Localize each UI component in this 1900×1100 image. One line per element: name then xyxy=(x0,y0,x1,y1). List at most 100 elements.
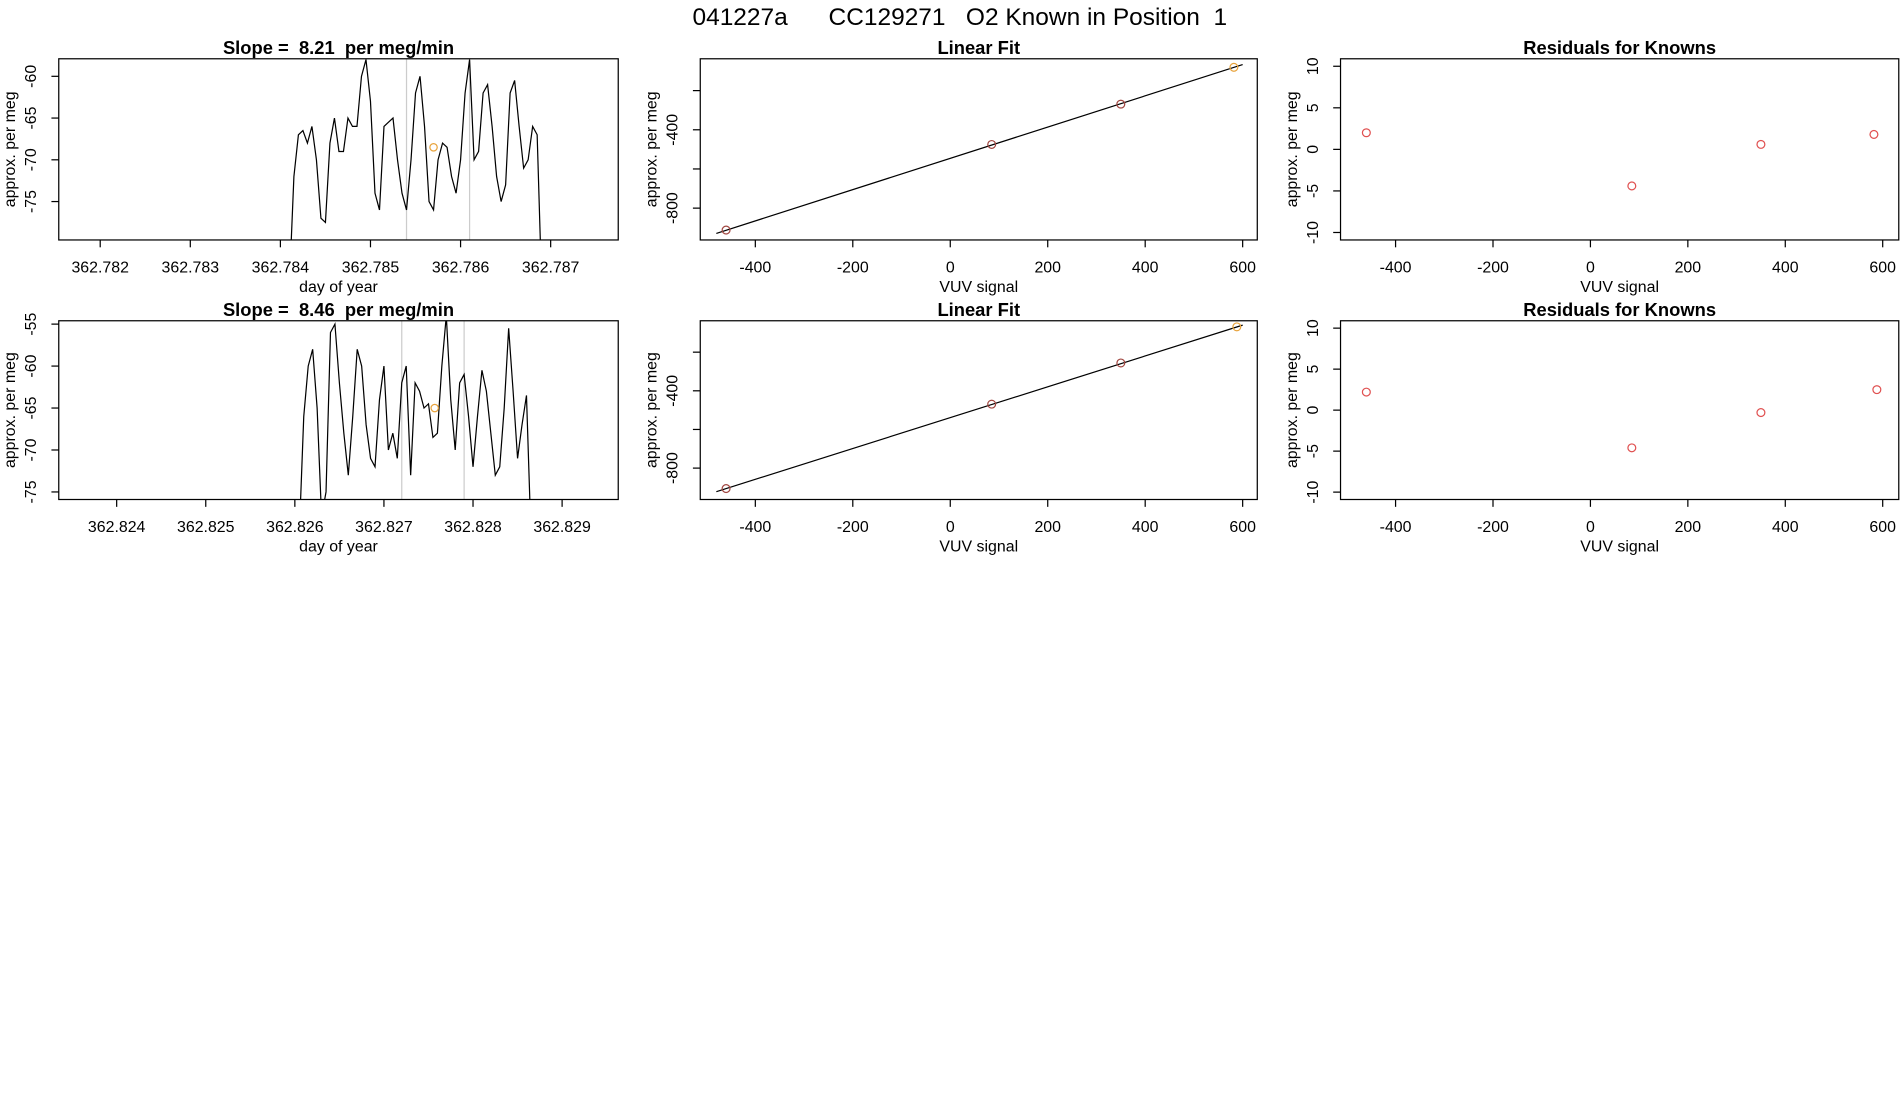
y-axis-label: approx. per meg xyxy=(644,352,661,468)
x-tick-label: -200 xyxy=(1477,519,1509,536)
x-tick-label: -400 xyxy=(1380,519,1412,536)
x-tick-label: 0 xyxy=(1586,259,1595,276)
y-tick-label: -10 xyxy=(1305,221,1322,244)
point xyxy=(1361,128,1371,138)
y-axis-label: approx. per meg xyxy=(2,91,19,207)
x-tick-label: 600 xyxy=(1229,519,1256,536)
x-tick-label: 362.828 xyxy=(444,519,502,536)
x-tick-label: 600 xyxy=(1869,519,1896,536)
plot-area xyxy=(290,58,541,240)
y-tick-label: 0 xyxy=(1305,145,1322,154)
y-axis-label: approx. per meg xyxy=(1284,91,1301,207)
x-tick-label: 200 xyxy=(1034,259,1061,276)
y-tick-label: -75 xyxy=(23,480,40,503)
x-tick-label: 362.824 xyxy=(88,519,146,536)
main-title: 041227a CC129271 O2 Known in Position 1 xyxy=(692,4,1227,31)
point xyxy=(1872,385,1882,395)
x-axis-label: VUV signal xyxy=(939,279,1018,296)
y-tick-label: -400 xyxy=(665,375,682,407)
plot-area xyxy=(716,63,1243,234)
plot-area xyxy=(716,324,1243,493)
point xyxy=(1361,387,1371,397)
x-tick-label: 400 xyxy=(1772,519,1799,536)
x-axis-label: day of year xyxy=(299,538,378,555)
x-tick-label: -200 xyxy=(837,259,869,276)
plot-area xyxy=(299,320,531,500)
panel-title: Linear Fit xyxy=(937,299,1020,320)
point xyxy=(721,484,731,494)
point xyxy=(987,399,997,409)
point xyxy=(1756,139,1766,149)
x-tick-label: 600 xyxy=(1869,259,1896,276)
x-tick-label: 362.827 xyxy=(355,519,413,536)
point xyxy=(987,139,997,150)
y-tick-label: 10 xyxy=(1305,319,1322,337)
x-axis-label: day of year xyxy=(299,279,378,296)
point xyxy=(1756,408,1766,418)
plot-frame xyxy=(1339,320,1900,501)
x-tick-label: 200 xyxy=(1675,519,1702,536)
point xyxy=(1229,62,1239,72)
data-line xyxy=(299,320,531,500)
point xyxy=(1116,99,1126,109)
y-tick-label: -70 xyxy=(23,438,40,461)
y-tick-label: -65 xyxy=(23,396,40,419)
x-tick-label: -400 xyxy=(739,259,771,276)
x-tick-label: 200 xyxy=(1675,259,1702,276)
y-tick-label: 10 xyxy=(1305,57,1322,75)
y-tick-label: -70 xyxy=(23,148,40,171)
x-axis-label: VUV signal xyxy=(1580,279,1659,296)
fit-line xyxy=(716,324,1243,493)
point xyxy=(1116,358,1126,368)
panel-title: Linear Fit xyxy=(937,37,1020,58)
y-tick-label: -65 xyxy=(23,106,40,129)
x-tick-label: 362.783 xyxy=(162,259,220,276)
x-tick-label: 400 xyxy=(1772,259,1799,276)
y-tick-label: -60 xyxy=(23,354,40,377)
panel-title: Slope = 8.21 per meg/min xyxy=(223,37,454,58)
x-tick-label: 362.787 xyxy=(522,259,580,276)
y-tick-label: -60 xyxy=(23,65,40,88)
x-axis-label: VUV signal xyxy=(1580,538,1659,555)
x-tick-label: 0 xyxy=(1586,519,1595,536)
x-tick-label: 0 xyxy=(946,519,955,536)
plot-frame xyxy=(699,320,1258,501)
y-axis-label: approx. per meg xyxy=(2,352,19,468)
x-tick-label: 362.782 xyxy=(71,259,129,276)
plot-frame xyxy=(58,58,619,241)
y-tick-label: 0 xyxy=(1305,406,1322,415)
x-tick-label: 362.826 xyxy=(266,519,324,536)
plot-frame xyxy=(699,58,1258,241)
y-axis-label: approx. per meg xyxy=(1284,352,1301,468)
y-tick-label: -800 xyxy=(665,452,682,484)
x-tick-label: 0 xyxy=(946,259,955,276)
x-tick-label: 362.825 xyxy=(177,519,235,536)
x-tick-label: -200 xyxy=(837,519,869,536)
x-tick-label: -400 xyxy=(739,519,771,536)
y-tick-label: 5 xyxy=(1305,365,1322,374)
point xyxy=(1869,129,1879,139)
y-tick-label: -5 xyxy=(1305,444,1322,458)
y-tick-label: -10 xyxy=(1305,480,1322,503)
panel-title: Residuals for Knowns xyxy=(1523,299,1716,320)
x-tick-label: -400 xyxy=(1380,259,1412,276)
plot-frame xyxy=(58,320,619,501)
point xyxy=(1232,322,1242,332)
x-tick-label: 362.784 xyxy=(252,259,310,276)
x-tick-label: 400 xyxy=(1132,519,1159,536)
point xyxy=(1627,181,1637,191)
x-tick-label: 200 xyxy=(1034,519,1061,536)
point xyxy=(1627,443,1637,453)
panel-title: Slope = 8.46 per meg/min xyxy=(223,299,454,320)
x-tick-label: 600 xyxy=(1229,259,1256,276)
y-tick-label: -400 xyxy=(665,114,682,146)
x-tick-label: 362.786 xyxy=(432,259,490,276)
highlight-point xyxy=(430,403,439,413)
y-tick-label: 5 xyxy=(1305,103,1322,112)
y-axis-label: approx. per meg xyxy=(644,91,661,207)
highlight-point xyxy=(429,142,438,152)
data-line xyxy=(290,59,541,240)
fit-line xyxy=(716,63,1243,234)
